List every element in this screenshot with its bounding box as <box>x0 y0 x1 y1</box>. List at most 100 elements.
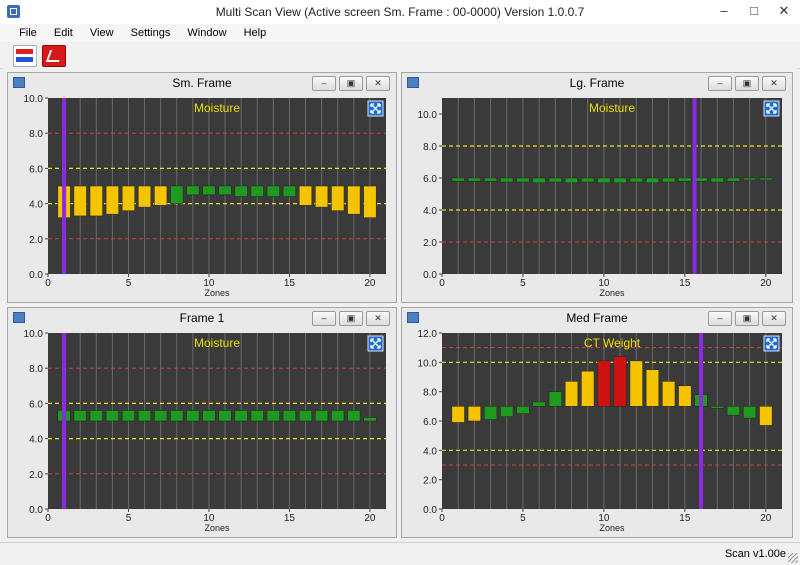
resize-grip-icon[interactable] <box>788 553 798 563</box>
panel-minimize-button[interactable]: – <box>312 76 336 91</box>
panel-restore-button[interactable]: ▣ <box>339 76 363 91</box>
zone-bar[interactable] <box>73 410 87 422</box>
zone-bar[interactable] <box>315 410 329 422</box>
zone-bar[interactable] <box>597 177 611 184</box>
zone-bar[interactable] <box>266 410 280 422</box>
panel-restore-button[interactable]: ▣ <box>339 311 363 326</box>
zone-bar[interactable] <box>121 410 136 422</box>
zone-bar[interactable] <box>613 356 627 407</box>
zone-bar[interactable] <box>282 185 296 197</box>
zone-bar[interactable] <box>250 410 264 422</box>
zone-bar[interactable] <box>726 177 740 182</box>
zone-bar[interactable] <box>154 185 168 206</box>
zone-bar[interactable] <box>645 369 660 407</box>
close-button[interactable]: ✕ <box>778 3 790 18</box>
panel-title-bar[interactable]: Lg. Frame – ▣ ✕ <box>402 73 792 93</box>
panel-close-button[interactable]: ✕ <box>366 76 390 91</box>
zone-bar[interactable] <box>581 370 595 407</box>
maximize-button[interactable]: □ <box>750 3 758 18</box>
zone-bar[interactable] <box>89 185 103 217</box>
menu-file[interactable]: File <box>19 27 37 39</box>
zone-bar[interactable] <box>186 410 200 422</box>
expand-icon[interactable] <box>763 100 780 117</box>
menu-window[interactable]: Window <box>187 27 227 39</box>
zone-bar[interactable] <box>105 185 119 215</box>
zone-bar[interactable] <box>743 177 757 181</box>
zone-bar[interactable] <box>532 177 546 184</box>
zone-bar[interactable] <box>516 406 530 414</box>
zone-bar[interactable] <box>759 177 773 181</box>
zone-bar[interactable] <box>363 417 377 422</box>
panel-close-button[interactable]: ✕ <box>762 76 786 91</box>
zone-bar[interactable] <box>298 185 313 206</box>
panel-minimize-button[interactable]: – <box>708 311 732 326</box>
zone-bar[interactable] <box>451 177 465 182</box>
zone-bar[interactable] <box>315 185 329 208</box>
zone-bar[interactable] <box>678 177 692 182</box>
zone-bar[interactable] <box>451 406 465 423</box>
zone-bar[interactable] <box>564 177 579 184</box>
zone-bar[interactable] <box>484 406 498 420</box>
chart-report-icon[interactable] <box>42 45 66 67</box>
zone-bar[interactable] <box>105 410 119 422</box>
panel-title-bar[interactable]: Sm. Frame – ▣ ✕ <box>8 73 396 93</box>
panel-close-button[interactable]: ✕ <box>762 311 786 326</box>
minimize-button[interactable]: – <box>720 3 728 18</box>
zone-bar[interactable] <box>298 410 313 422</box>
zone-bar[interactable] <box>516 177 530 183</box>
scan-compare-icon[interactable] <box>13 45 37 67</box>
zone-bar[interactable] <box>154 410 168 422</box>
panel-close-button[interactable]: ✕ <box>366 311 390 326</box>
zone-bar[interactable] <box>467 177 481 182</box>
panel-minimize-button[interactable]: – <box>708 76 732 91</box>
panel-minimize-button[interactable]: – <box>312 311 336 326</box>
zone-bar[interactable] <box>250 185 264 197</box>
menu-edit[interactable]: Edit <box>53 27 73 39</box>
zone-bar[interactable] <box>347 185 361 215</box>
zone-bar[interactable] <box>331 185 345 211</box>
zone-bar[interactable] <box>500 406 514 417</box>
panel-restore-button[interactable]: ▣ <box>735 76 759 91</box>
zone-bar[interactable] <box>218 410 232 422</box>
menu-help[interactable]: Help <box>243 27 267 39</box>
menu-settings[interactable]: Settings <box>130 27 171 39</box>
expand-icon[interactable] <box>367 335 384 352</box>
zone-bar[interactable] <box>234 185 248 197</box>
zone-bar[interactable] <box>726 406 740 416</box>
zone-bar[interactable] <box>202 410 216 422</box>
zone-bar[interactable] <box>597 360 611 407</box>
panel-sm-frame[interactable]: Sm. Frame – ▣ ✕ 0.0 2.0 4.0 6.0 8.0 10.0 0 5 10 15 2… <box>7 72 397 303</box>
zone-bar[interactable] <box>532 401 546 407</box>
zone-bar[interactable] <box>613 177 627 184</box>
expand-icon[interactable] <box>367 100 384 117</box>
zone-bar[interactable] <box>564 381 579 407</box>
zone-bar[interactable] <box>331 410 345 422</box>
zone-bar[interactable] <box>234 410 248 422</box>
zone-bar[interactable] <box>694 177 708 182</box>
zone-bar[interactable] <box>170 185 184 204</box>
panel-title-bar[interactable]: Frame 1 – ▣ ✕ <box>8 308 396 328</box>
zone-bar[interactable] <box>170 410 184 422</box>
zone-bar[interactable] <box>629 360 643 407</box>
panel-frame-1[interactable]: Frame 1 – ▣ ✕ 0.0 2.0 4.0 6.0 8.0 10.0 0 5 10 15 20 Z… <box>7 307 397 538</box>
panel-restore-button[interactable]: ▣ <box>735 311 759 326</box>
zone-bar[interactable] <box>73 185 87 217</box>
expand-icon[interactable] <box>763 335 780 352</box>
zone-bar[interactable] <box>138 410 152 422</box>
panel-title-bar[interactable]: Med Frame – ▣ ✕ <box>402 308 792 328</box>
zone-bar[interactable] <box>218 185 232 196</box>
zone-bar[interactable] <box>89 410 103 422</box>
zone-bar[interactable] <box>186 185 200 196</box>
zone-bar[interactable] <box>581 177 595 183</box>
zone-bar[interactable] <box>282 410 296 422</box>
zone-bar[interactable] <box>467 406 481 422</box>
zone-bar[interactable] <box>629 177 643 183</box>
zone-bar[interactable] <box>548 391 562 407</box>
zone-bar[interactable] <box>710 177 724 183</box>
zone-bar[interactable] <box>710 406 724 409</box>
zone-bar[interactable] <box>484 177 498 182</box>
zone-bar[interactable] <box>347 410 361 422</box>
zone-bar[interactable] <box>500 177 514 183</box>
zone-bar[interactable] <box>266 185 280 197</box>
menu-view[interactable]: View <box>89 27 114 39</box>
